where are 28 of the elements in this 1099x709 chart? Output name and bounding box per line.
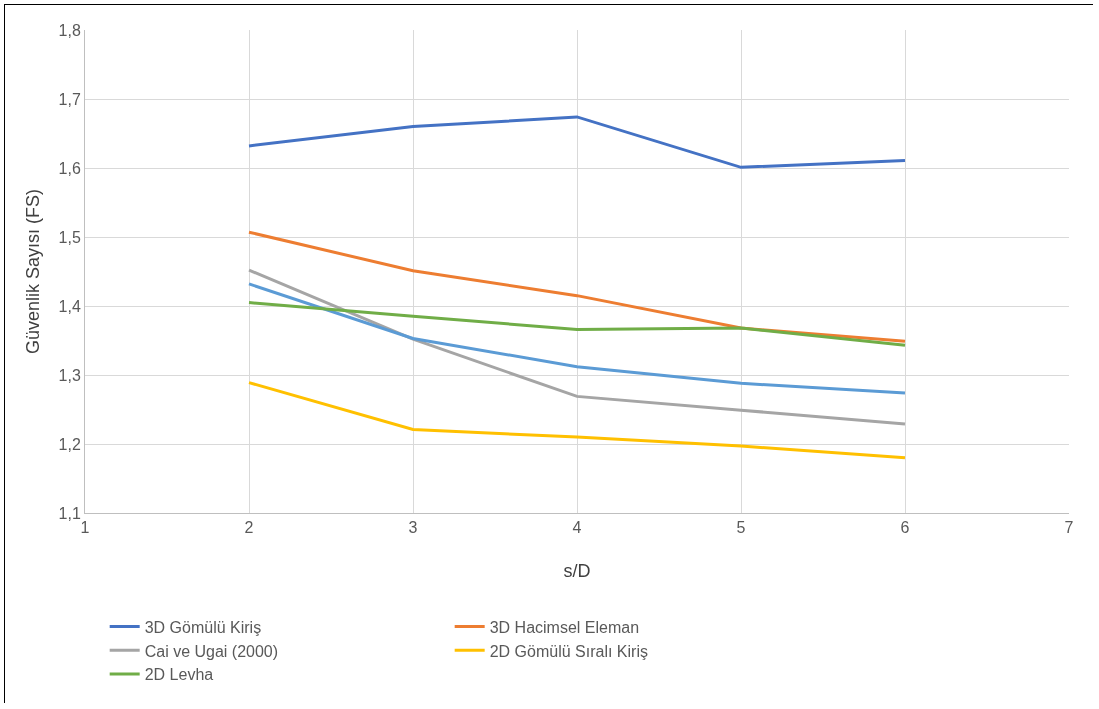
y-tick-label: 1,5 xyxy=(58,228,81,246)
x-tick-label: 4 xyxy=(572,519,582,537)
legend-label: 3D Hacimsel Eleman xyxy=(489,618,640,636)
line-series xyxy=(247,301,907,347)
x-tick-label: 6 xyxy=(900,519,910,537)
y-tick-label: 1,7 xyxy=(58,90,81,108)
x-tick-label: 2 xyxy=(244,519,254,537)
x-axis-title: s/D xyxy=(563,561,591,581)
x-tick-label: 3 xyxy=(408,519,418,537)
legend-label: 2D Levha xyxy=(144,666,214,684)
x-tick-label: 7 xyxy=(1064,519,1074,537)
y-tick-label: 1,4 xyxy=(58,297,81,315)
line-series xyxy=(247,268,907,426)
y-tick-label: 1,8 xyxy=(58,21,81,39)
y-tick-label: 1,2 xyxy=(58,435,81,453)
y-tick-label: 1,3 xyxy=(58,366,81,384)
y-tick-label: 1,1 xyxy=(58,504,81,522)
legend-label: Cai ve Ugai (2000) xyxy=(144,642,279,660)
legend-label: 3D Gömülü Kiriş xyxy=(144,618,262,636)
line-series xyxy=(247,115,907,169)
line-series xyxy=(247,282,907,395)
line-series xyxy=(247,381,907,460)
line-series xyxy=(247,230,907,343)
y-axis-title: Güvenlik Sayısı (FS) xyxy=(23,188,43,355)
y-tick-label: 1,6 xyxy=(58,159,81,177)
x-tick-label: 5 xyxy=(736,519,746,537)
x-tick-label: 1 xyxy=(80,519,90,537)
legend-label: 2D Gömülü Sıralı Kiriş xyxy=(489,642,648,660)
